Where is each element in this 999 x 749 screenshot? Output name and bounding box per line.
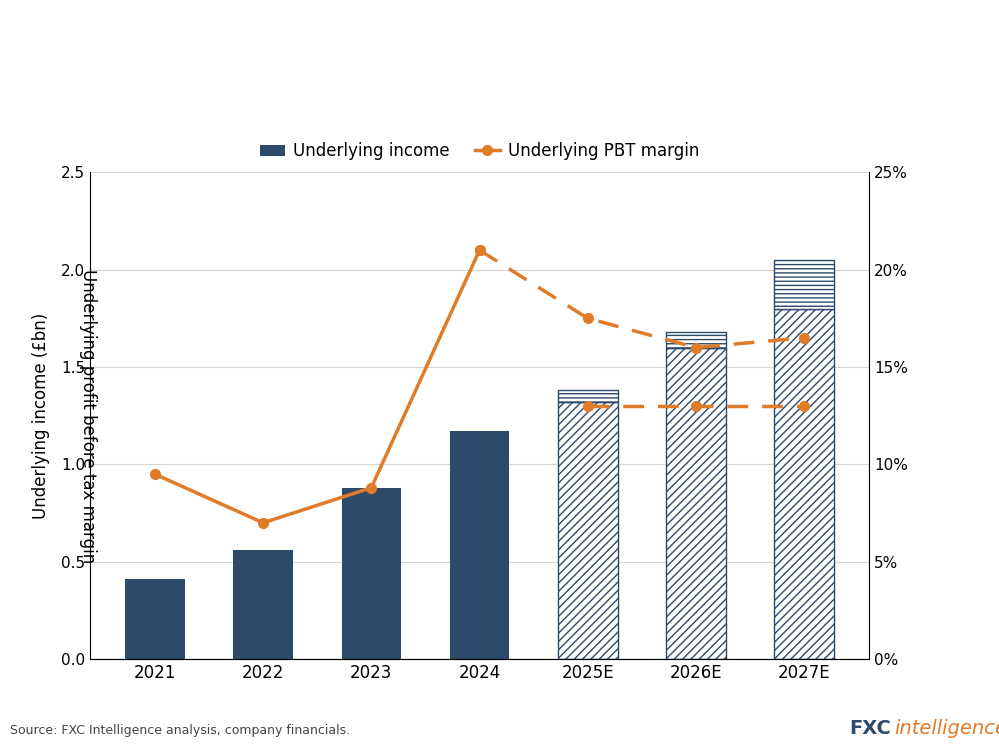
Text: Wise price cuts impact long-term profit margin projections: Wise price cuts impact long-term profit …: [20, 37, 853, 61]
Legend: Underlying income, Underlying PBT margin: Underlying income, Underlying PBT margin: [253, 136, 706, 167]
Bar: [558, 402, 617, 659]
Bar: [774, 260, 834, 309]
Y-axis label: Underlying profit before tax margin: Underlying profit before tax margin: [79, 269, 97, 562]
Y-axis label: Underlying income (£bn): Underlying income (£bn): [32, 312, 50, 519]
Bar: [234, 550, 293, 659]
Text: Wise underlying income and underlying profit before tax margin, 2021-2027E: Wise underlying income and underlying pr…: [20, 94, 665, 112]
Bar: [450, 431, 509, 659]
Bar: [774, 309, 834, 659]
Bar: [125, 579, 185, 659]
Bar: [342, 488, 401, 659]
Text: intelligence: intelligence: [894, 719, 999, 738]
Bar: [558, 390, 617, 402]
Bar: [666, 332, 725, 348]
Bar: [666, 348, 725, 659]
Text: Source: FXC Intelligence analysis, company financials.: Source: FXC Intelligence analysis, compa…: [10, 724, 350, 737]
Text: FXC: FXC: [849, 719, 891, 738]
